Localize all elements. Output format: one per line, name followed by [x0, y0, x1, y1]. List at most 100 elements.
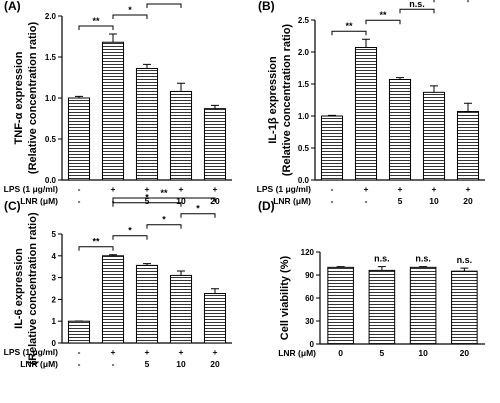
- x-row-cell: +: [213, 184, 218, 194]
- error-bar: [211, 288, 219, 294]
- x-row-cell: 0: [338, 348, 343, 358]
- y-tick-label: 0.5: [298, 144, 310, 153]
- error-bar: [143, 63, 151, 69]
- x-row-cell: +: [466, 184, 471, 194]
- bar: [203, 108, 227, 181]
- significance-label: **: [92, 16, 100, 26]
- y-tick-label: 60: [305, 294, 314, 303]
- x-row-cell: -: [78, 347, 81, 357]
- significance-label: *: [196, 204, 200, 214]
- x-row-cell: -: [331, 196, 334, 206]
- significance-bracket: [78, 246, 114, 251]
- significance-label: *: [128, 5, 132, 15]
- bar: [67, 97, 91, 181]
- significance-label: **: [379, 10, 387, 20]
- x-row-cell: 10: [429, 196, 439, 206]
- significance-bracket: [146, 224, 182, 229]
- y-axis-label: IL-1β expression: [267, 56, 279, 144]
- x-row-label: LNR (μM): [273, 196, 311, 206]
- y-tick-label: 0.0: [298, 176, 310, 185]
- y-tick-label: 2.0: [298, 48, 310, 57]
- significance-label: **: [92, 237, 100, 247]
- panel-4: (D) Cell viability (%) 0 30 60 90 120 n.s. n.s. n…: [258, 199, 485, 358]
- error-bar: [177, 82, 185, 92]
- bar: [388, 79, 412, 181]
- x-row-label: LNR (μM): [278, 348, 316, 358]
- x-row-cell: +: [398, 184, 403, 194]
- significance-bracket: [433, 0, 469, 3]
- significance-bracket: [112, 202, 182, 207]
- error-bar: [328, 114, 336, 116]
- x-row-cell: -: [112, 359, 115, 369]
- significance-label: **: [345, 21, 353, 31]
- bar: [451, 270, 478, 345]
- y-tick-label: 1.5: [45, 53, 57, 62]
- x-row-cell: 5: [398, 196, 403, 206]
- x-row-label: LNR (μM): [20, 359, 58, 369]
- x-row-cell: 10: [176, 359, 186, 369]
- x-row-cell: +: [111, 347, 116, 357]
- x-row-cell: 5: [145, 359, 150, 369]
- y-axis-label-2: (Relative concentration ratio): [27, 212, 39, 365]
- bar: [409, 266, 437, 345]
- error-bar: [143, 263, 151, 266]
- bar: [368, 269, 396, 345]
- bar: [456, 111, 480, 181]
- x-row-cell: -: [78, 196, 81, 206]
- panel-1: (A) TNF-α expression (Relative concentrati…: [4, 0, 232, 206]
- y-tick-label: 90: [305, 271, 314, 280]
- y-tick-label: 0.0: [45, 176, 57, 185]
- x-row-cell: +: [179, 184, 184, 194]
- error-bar: [362, 38, 370, 48]
- y-tick-label: 1: [52, 317, 57, 326]
- y-tick-label: 0: [52, 339, 57, 348]
- y-tick-label: 2: [52, 295, 57, 304]
- bar: [327, 266, 354, 345]
- error-bar: [109, 254, 117, 256]
- y-axis-label: TNF-α expression: [13, 51, 25, 144]
- x-row-cell: -: [78, 359, 81, 369]
- bar: [67, 320, 91, 344]
- x-row-label: LPS (1 μg/ml): [257, 184, 311, 194]
- significance-bracket: [365, 19, 401, 25]
- x-row-cell: 10: [176, 196, 186, 206]
- error-bar: [464, 102, 472, 112]
- y-tick-label: 2.0: [45, 12, 57, 21]
- significance-label: *: [128, 226, 132, 236]
- significance-label: **: [160, 188, 168, 198]
- significance-label: n.s.: [415, 254, 431, 264]
- x-row-cell: 10: [418, 348, 428, 358]
- bar: [169, 90, 193, 181]
- significance-bracket: [146, 3, 182, 9]
- y-tick-label: 1.0: [45, 94, 57, 103]
- bar: [135, 67, 159, 181]
- bar: [422, 91, 446, 181]
- x-row-label: LPS (1 μg/ml): [4, 184, 58, 194]
- panel-2: (B) IL-1β expression (Relative concentrati…: [257, 0, 485, 206]
- panel-3: (C) IL-6 expression (Relative concentratio…: [4, 188, 232, 369]
- x-row-cell: 5: [145, 196, 150, 206]
- significance-bracket: [112, 235, 148, 240]
- significance-label: n.s.: [457, 255, 473, 265]
- x-row-cell: 20: [463, 196, 473, 206]
- y-axis-label-2: (Relative concentration ratio): [281, 24, 293, 177]
- x-row-cell: +: [213, 347, 218, 357]
- significance-bracket: [112, 197, 216, 202]
- error-bar: [109, 33, 117, 43]
- error-bar: [211, 104, 219, 109]
- significance-bracket: [399, 8, 435, 14]
- x-row-label: LPS (1 μg/ml): [4, 347, 58, 357]
- y-tick-label: 0: [310, 340, 315, 349]
- x-row-cell: +: [179, 347, 184, 357]
- panel-label: (B): [258, 0, 275, 13]
- y-tick-label: 4: [52, 252, 57, 261]
- y-tick-label: 5: [52, 230, 57, 239]
- y-tick-label: 1.5: [298, 80, 310, 89]
- y-tick-label: 30: [305, 317, 314, 326]
- bar: [101, 41, 125, 181]
- y-tick-label: 3: [52, 274, 57, 283]
- y-axis-label: IL-6 expression: [13, 248, 25, 329]
- y-tick-label: 1.0: [298, 112, 310, 121]
- y-tick-label: 2.5: [298, 16, 310, 25]
- error-bar: [430, 85, 438, 93]
